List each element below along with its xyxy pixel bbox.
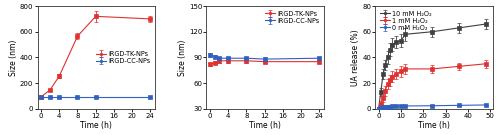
- X-axis label: Time (h): Time (h): [249, 121, 281, 130]
- X-axis label: Time (h): Time (h): [418, 121, 450, 130]
- Y-axis label: Size (nm): Size (nm): [178, 39, 186, 76]
- Text: A: A: [14, 0, 22, 2]
- Text: C: C: [352, 0, 359, 2]
- Y-axis label: UA release (%): UA release (%): [351, 29, 360, 86]
- Legend: iRGD-TK-NPs, iRGD-CC-NPs: iRGD-TK-NPs, iRGD-CC-NPs: [264, 9, 320, 25]
- X-axis label: Time (h): Time (h): [80, 121, 112, 130]
- Legend: iRGD-TK-NPs, iRGD-CC-NPs: iRGD-TK-NPs, iRGD-CC-NPs: [95, 50, 152, 65]
- Legend: 10 mM H₂O₂, 1 mM H₂O₂, 0 mM H₂O₂: 10 mM H₂O₂, 1 mM H₂O₂, 0 mM H₂O₂: [378, 9, 432, 32]
- Text: B: B: [183, 0, 190, 2]
- Y-axis label: Size (nm): Size (nm): [9, 39, 18, 76]
